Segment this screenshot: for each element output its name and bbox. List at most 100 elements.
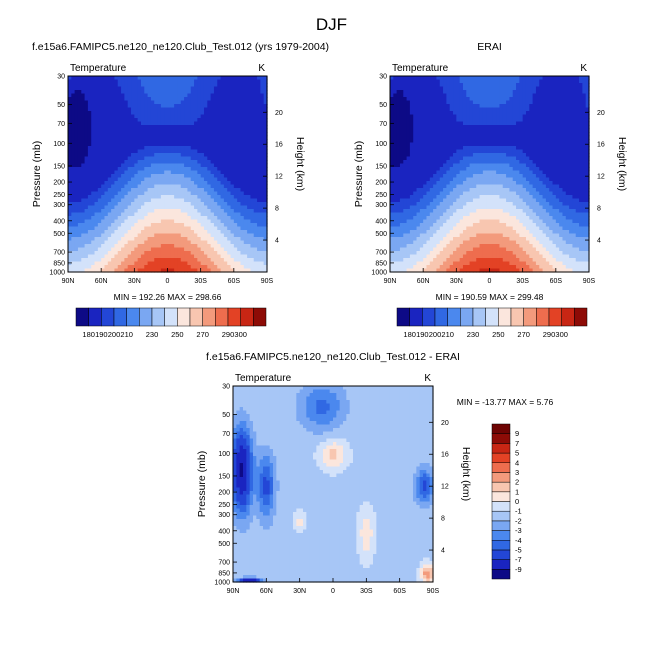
contour-cell: [575, 128, 580, 133]
contour-cell: [147, 198, 152, 203]
contour-cell: [260, 230, 265, 235]
contour-cell: [549, 132, 554, 137]
contour-cell: [416, 90, 421, 95]
contour-cell: [535, 121, 540, 126]
contour-cell: [91, 205, 96, 210]
contour-cell: [243, 86, 248, 91]
contour-cell: [519, 97, 524, 102]
contour-cell: [177, 219, 182, 224]
contour-cell: [150, 160, 155, 165]
contour-cell: [101, 111, 106, 116]
contour-cell: [210, 237, 215, 242]
contour-cell: [419, 128, 424, 133]
contour-cell: [233, 111, 238, 116]
contour-cell: [190, 254, 195, 259]
contour-cell: [81, 125, 86, 130]
contour-cell: [84, 216, 89, 221]
contour-cell: [127, 209, 132, 214]
contour-cell: [164, 118, 169, 123]
contour-cell: [167, 111, 172, 116]
contour-cell: [97, 251, 102, 256]
contour-cell: [197, 268, 202, 273]
contour-cell: [94, 118, 99, 123]
contour-cell: [131, 139, 135, 144]
contour-cell: [190, 258, 195, 263]
contour-cell: [257, 244, 261, 249]
contour-cell: [180, 188, 185, 193]
contour-cell: [240, 132, 245, 137]
contour-cell: [233, 209, 238, 214]
contour-cell: [449, 114, 454, 119]
contour-cell: [260, 79, 265, 84]
contour-cell: [572, 125, 577, 130]
contour-cell: [516, 107, 520, 112]
contour-cell: [164, 114, 169, 119]
contour-cell: [237, 107, 242, 112]
contour-cell: [446, 111, 451, 116]
contour-cell: [180, 216, 185, 221]
contour-cell: [77, 198, 82, 203]
contour-cell: [230, 163, 235, 168]
contour-cell: [71, 244, 76, 249]
contour-cell: [217, 163, 222, 168]
contour-cell: [104, 251, 109, 256]
contour-cell: [210, 205, 215, 210]
contour-cell: [213, 107, 218, 112]
contour-cell: [117, 195, 122, 200]
contour-cell: [237, 128, 242, 133]
contour-cell: [433, 149, 438, 154]
contour-cell: [240, 86, 245, 91]
contour-cell: [187, 76, 192, 81]
contour-cell: [233, 97, 238, 102]
contour-cell: [134, 230, 139, 235]
contour-cell: [150, 167, 155, 172]
contour-cell: [499, 160, 504, 165]
contour-cell: [94, 128, 99, 133]
contour-cell: [74, 237, 79, 242]
contour-cell: [446, 149, 451, 154]
contour-cell: [499, 79, 504, 84]
contour-cell: [87, 174, 92, 179]
contour-cell: [170, 247, 175, 252]
contour-cell: [131, 104, 135, 109]
contour-cell: [240, 135, 245, 140]
contour-cell: [121, 139, 125, 144]
contour-cell: [565, 111, 570, 116]
contour-cell: [197, 202, 202, 207]
contour-cell: [207, 240, 212, 245]
contour-cell: [71, 226, 76, 231]
contour-cell: [124, 223, 129, 228]
contour-cell: [489, 135, 494, 140]
contour-cell: [446, 160, 451, 165]
contour-cell: [68, 100, 72, 105]
contour-cell: [131, 132, 135, 137]
contour-cell: [81, 251, 86, 256]
contour-cell: [482, 76, 487, 81]
contour-cell: [81, 258, 86, 263]
contour-cell: [94, 226, 99, 231]
contour-cell: [227, 247, 232, 252]
contour-cell: [565, 125, 570, 130]
contour-cell: [177, 240, 182, 245]
contour-cell: [489, 125, 494, 130]
contour-cell: [496, 139, 501, 144]
contour-cell: [243, 174, 248, 179]
contour-cell: [164, 107, 169, 112]
contour-cell: [170, 195, 175, 200]
height-tick-label: 4: [275, 238, 279, 245]
contour-cell: [107, 76, 112, 81]
contour-cell: [68, 226, 72, 231]
contour-cell: [140, 160, 145, 165]
contour-cell: [263, 167, 268, 172]
contour-cell: [390, 160, 394, 165]
contour-cell: [74, 118, 79, 123]
contour-cell: [184, 156, 188, 161]
contour-cell: [170, 86, 175, 91]
contour-cell: [160, 132, 165, 137]
contour-cell: [174, 251, 179, 256]
contour-cell: [170, 76, 175, 81]
contour-cell: [160, 135, 165, 140]
contour-cell: [117, 247, 122, 252]
contour-cell: [419, 142, 424, 147]
contour-cell: [77, 160, 82, 165]
